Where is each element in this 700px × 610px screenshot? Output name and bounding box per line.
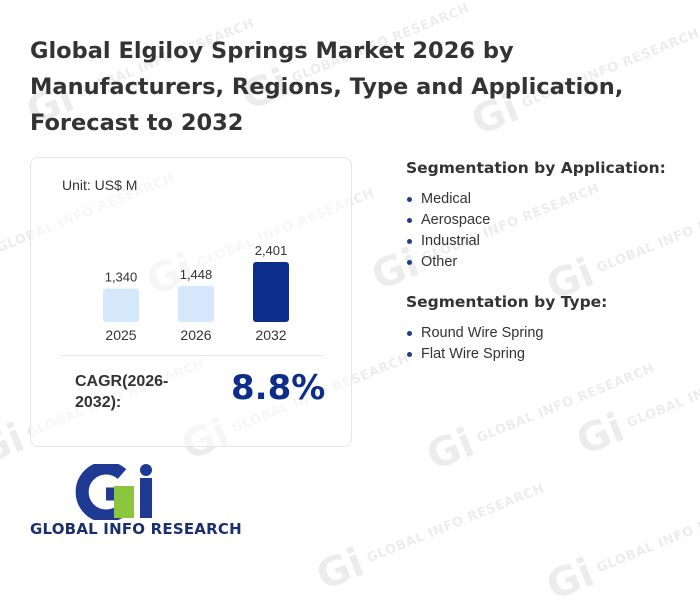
cagr-label: CAGR(2026-2032): bbox=[75, 373, 169, 411]
bullet-icon bbox=[407, 260, 412, 265]
gi-logo-icon bbox=[75, 461, 152, 523]
bullet-icon bbox=[407, 218, 412, 223]
cagr-value: 8.8% bbox=[231, 368, 326, 408]
market-summary-card: Unit: US$ M 1,340 2025 1,448 2026 2,401 2032 … bbox=[30, 157, 352, 447]
logo-brand-text: GLOBAL INFO RESEARCH bbox=[30, 520, 242, 538]
list-item: Aerospace bbox=[406, 210, 666, 231]
bar-2026 bbox=[178, 285, 214, 322]
bullet-icon bbox=[407, 352, 412, 357]
application-list: Medical Aerospace Industrial Other bbox=[406, 189, 666, 273]
market-size-bar-chart: 1,340 2025 1,448 2026 2,401 2032 bbox=[103, 243, 289, 343]
unit-label: Unit: US$ M bbox=[62, 177, 138, 193]
type-list: Round Wire Spring Flat Wire Spring bbox=[406, 323, 607, 365]
page-title: Global Elgiloy Springs Market 2026 by Ma… bbox=[30, 38, 624, 136]
segmentation-by-application: Segmentation by Application: Medical Aer… bbox=[406, 159, 666, 273]
bullet-icon bbox=[407, 197, 412, 202]
list-item: Industrial bbox=[406, 231, 666, 252]
category-label: 2026 bbox=[180, 327, 211, 343]
category-label: 2025 bbox=[105, 327, 136, 343]
category-label: 2032 bbox=[255, 327, 286, 343]
list-item: Medical bbox=[406, 189, 666, 210]
bullet-icon bbox=[407, 331, 412, 336]
segmentation-type-heading: Segmentation by Type: bbox=[406, 293, 608, 311]
bar-2032 bbox=[253, 262, 289, 322]
list-item: Round Wire Spring bbox=[406, 323, 607, 344]
bar-2025 bbox=[103, 288, 139, 322]
bar-value-label: 1,448 bbox=[180, 267, 213, 282]
segmentation-application-heading: Segmentation by Application: bbox=[406, 159, 666, 177]
list-item: Flat Wire Spring bbox=[406, 344, 607, 365]
bullet-icon bbox=[407, 239, 412, 244]
bar-value-label: 1,340 bbox=[105, 270, 138, 285]
card-divider bbox=[61, 355, 323, 356]
bar-value-label: 2,401 bbox=[255, 243, 288, 258]
company-logo: GLOBAL INFO RESEARCH bbox=[30, 461, 250, 544]
segmentation-by-type: Segmentation by Type: Round Wire Spring … bbox=[406, 293, 607, 365]
list-item: Other bbox=[406, 252, 666, 273]
